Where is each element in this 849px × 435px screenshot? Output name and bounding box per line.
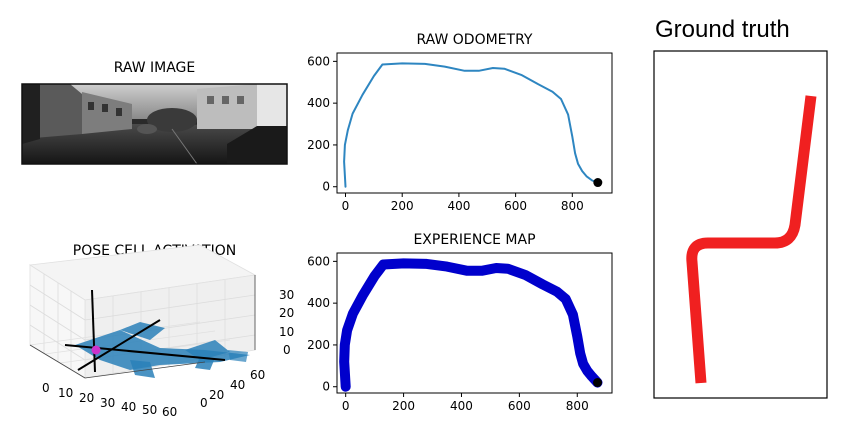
odometry-x-tick-label: 600 [504,199,527,213]
experience-y-tick-label: 400 [307,296,330,310]
experience-y-tick-label: 0 [322,380,330,394]
experience-map-title: EXPERIENCE MAP [413,232,536,248]
pose-cell-title: POSE CELL ACTIVATION [72,243,237,259]
pose-x-tick: 60 [162,405,178,419]
experience-x-tick-label: 400 [450,399,473,413]
ground-truth-path [686,95,817,384]
pose-cell-activation-points [75,322,250,378]
pose-x-tick: 20 [79,391,95,405]
experience-y-tick-label: 600 [307,254,330,268]
odometry-y-tick-label: 200 [307,138,330,152]
experience-x-tick-label: 0 [342,399,350,413]
pose-z-tick: 30 [279,288,295,302]
raw-odometry-title: RAW ODOMETRY [416,32,533,48]
experience-plot-frame [336,252,613,394]
experience-series-line [339,258,603,392]
pose-cell-peak-marker [91,345,101,355]
odometry-x-tick-label: 800 [561,199,584,213]
experience-y-tick-label: 200 [307,338,330,352]
pose-y-tick: 0 [200,396,208,410]
odometry-y-tick-label: 600 [307,54,330,68]
pose-cell-axes-lines [64,289,226,373]
pose-z-tick: 0 [283,343,291,357]
pose-x-tick: 50 [142,403,158,417]
pose-z-tick: 10 [279,325,295,339]
odometry-y-tick-label: 0 [322,180,330,194]
ground-truth-frame [653,50,828,399]
experience-x-tick-label: 200 [392,399,415,413]
pose-x-tick: 30 [100,396,116,410]
odometry-series-line [343,62,599,188]
odometry-x-tick-label: 0 [342,199,350,213]
odometry-x-tick-label: 400 [447,199,470,213]
pose-x-tick: 10 [58,386,74,400]
odometry-y-tick-label: 400 [307,96,330,110]
odometry-plot-frame [336,52,613,194]
pose-y-tick: 20 [209,388,225,402]
pose-y-tick: 60 [250,368,266,382]
raw-image-title: RAW IMAGE [113,60,196,76]
ground-truth-title: Ground truth [655,16,790,43]
pose-x-tick: 40 [121,400,137,414]
pose-x-tick: 0 [42,381,50,395]
experience-x-tick-label: 600 [508,399,531,413]
odometry-x-tick-label: 200 [391,199,414,213]
pose-y-tick: 40 [230,378,246,392]
odometry-end-marker [593,178,603,188]
experience-x-tick-label: 800 [566,399,589,413]
pose-z-tick: 20 [279,306,295,320]
experience-end-marker [593,378,603,388]
